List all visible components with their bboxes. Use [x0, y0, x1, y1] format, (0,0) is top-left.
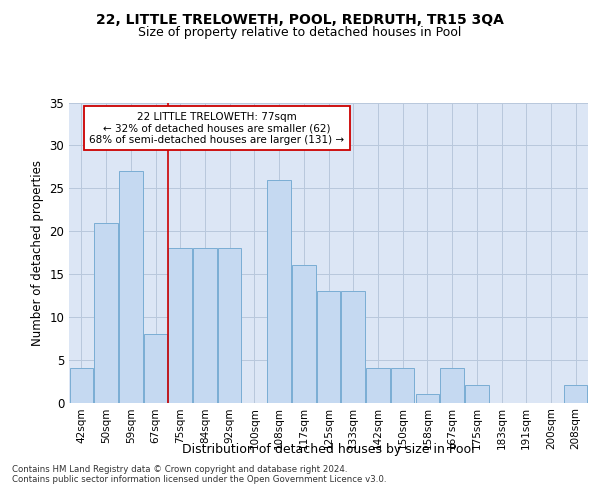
Bar — [268, 180, 291, 402]
Bar — [70, 368, 93, 402]
Text: Contains HM Land Registry data © Crown copyright and database right 2024.: Contains HM Land Registry data © Crown c… — [12, 465, 347, 474]
Bar — [317, 291, 340, 403]
Text: 22, LITTLE TRELOWETH, POOL, REDRUTH, TR15 3QA: 22, LITTLE TRELOWETH, POOL, REDRUTH, TR1… — [96, 12, 504, 26]
Y-axis label: Number of detached properties: Number of detached properties — [31, 160, 44, 346]
Bar — [465, 386, 488, 402]
Bar — [94, 222, 118, 402]
Bar — [416, 394, 439, 402]
Text: Contains public sector information licensed under the Open Government Licence v3: Contains public sector information licen… — [12, 475, 386, 484]
Text: Size of property relative to detached houses in Pool: Size of property relative to detached ho… — [139, 26, 461, 39]
Bar — [391, 368, 415, 402]
Bar — [169, 248, 192, 402]
Bar — [119, 171, 143, 402]
Bar — [564, 386, 587, 402]
Bar — [144, 334, 167, 402]
Text: Distribution of detached houses by size in Pool: Distribution of detached houses by size … — [182, 442, 475, 456]
Bar — [366, 368, 389, 402]
Bar — [440, 368, 464, 402]
Bar — [193, 248, 217, 402]
Bar — [292, 266, 316, 402]
Bar — [341, 291, 365, 403]
Text: 22 LITTLE TRELOWETH: 77sqm
← 32% of detached houses are smaller (62)
68% of semi: 22 LITTLE TRELOWETH: 77sqm ← 32% of deta… — [89, 112, 344, 144]
Bar — [218, 248, 241, 402]
